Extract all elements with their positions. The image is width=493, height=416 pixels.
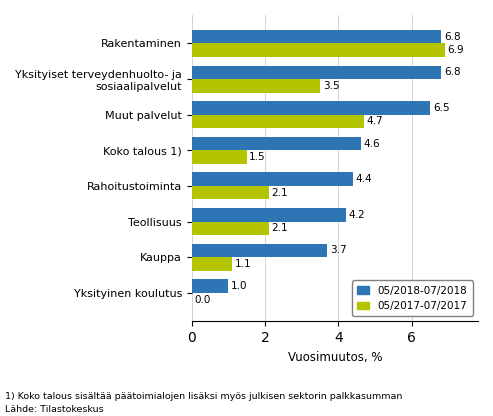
Bar	[192, 208, 346, 222]
Bar	[192, 186, 269, 200]
Text: 1) Koko talous sisältää päätoimialojen lisäksi myös julkisen sektorin palkkasumm: 1) Koko talous sisältää päätoimialojen l…	[5, 392, 402, 401]
Text: 6.5: 6.5	[433, 103, 450, 113]
Bar	[192, 257, 232, 271]
Bar	[192, 222, 269, 235]
Text: 6.8: 6.8	[444, 32, 460, 42]
Text: 3.5: 3.5	[323, 81, 339, 91]
Bar	[192, 30, 441, 44]
Text: 4.6: 4.6	[363, 139, 380, 149]
Bar	[192, 44, 445, 57]
Text: 3.7: 3.7	[330, 245, 347, 255]
Text: 1.5: 1.5	[249, 152, 266, 162]
Bar	[192, 115, 364, 128]
Legend: 05/2018-07/2018, 05/2017-07/2017: 05/2018-07/2018, 05/2017-07/2017	[352, 280, 473, 316]
Text: 1.0: 1.0	[231, 281, 247, 291]
Bar	[192, 172, 353, 186]
Bar	[192, 150, 246, 164]
Text: 6.9: 6.9	[448, 45, 464, 55]
Bar	[192, 79, 320, 93]
Text: 0.0: 0.0	[194, 295, 211, 305]
Text: 1.1: 1.1	[235, 259, 251, 269]
Bar	[192, 279, 228, 293]
Text: 4.4: 4.4	[356, 174, 372, 184]
Bar	[192, 66, 441, 79]
Text: Lähde: Tilastokeskus: Lähde: Tilastokeskus	[5, 405, 104, 414]
Text: 4.7: 4.7	[367, 116, 384, 126]
Bar	[192, 101, 430, 115]
Bar	[192, 244, 327, 257]
X-axis label: Vuosimuutos, %: Vuosimuutos, %	[287, 351, 382, 364]
Text: 2.1: 2.1	[271, 223, 288, 233]
Text: 6.8: 6.8	[444, 67, 460, 77]
Bar	[192, 137, 360, 150]
Text: 4.2: 4.2	[349, 210, 365, 220]
Text: 2.1: 2.1	[271, 188, 288, 198]
